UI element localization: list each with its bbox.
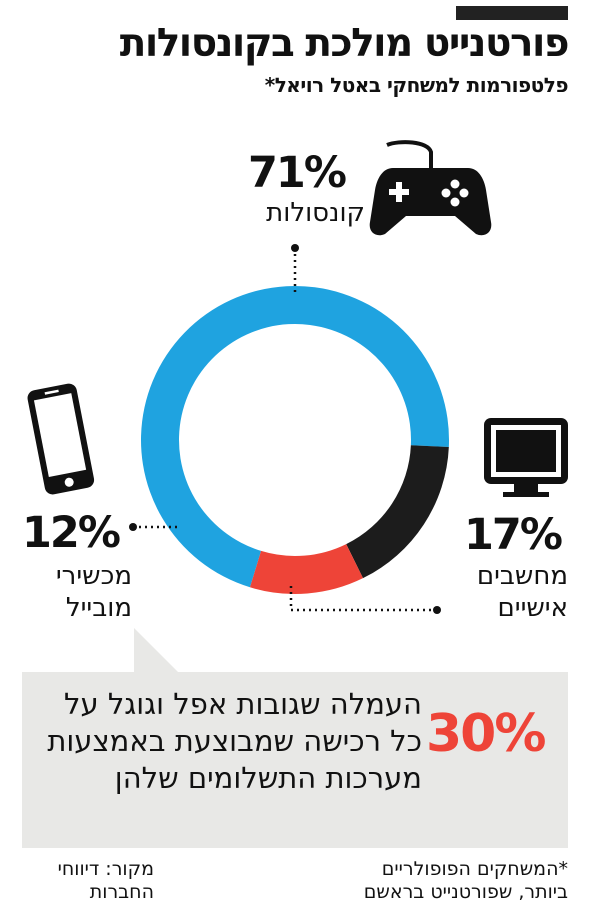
chart-title: פורטנייט מולכת בקונסולות — [119, 21, 570, 66]
mobile-label-line2: מובייל — [65, 593, 132, 623]
mobile-label-line1: מכשירי — [55, 561, 132, 591]
consoles-label: קונסולות — [266, 198, 365, 228]
callout-text: העמלה שגובות אפל וגוגל על כל רכישה שמבוצ… — [47, 687, 422, 795]
chart-subtitle: פלטפורמות למשחקי באטל רויאל* — [264, 73, 569, 97]
pc-percent: 17% — [464, 510, 563, 560]
monitor-icon — [484, 418, 568, 497]
connector-dot-consoles — [291, 244, 299, 252]
connector-dot-mobile — [129, 523, 137, 531]
footnote: *המשחקים הפופולריים ביותר, שפורטנייט ברא… — [364, 858, 568, 904]
source-line2: החברות — [89, 881, 154, 903]
callout-percent: 30% — [426, 704, 546, 764]
footnote-line2: ביותר, שפורטנייט בראשם — [363, 881, 568, 903]
source-note: מקור: דיווחי החברות — [58, 858, 154, 904]
pc-label-line2: אישיים — [497, 593, 569, 623]
mobile-percent: 12% — [22, 508, 121, 558]
connector-pc — [289, 586, 437, 612]
donut-slice-pc — [346, 445, 449, 579]
top-accent-bar — [456, 6, 568, 20]
footnote-line1: *המשחקים הפופולריים — [381, 858, 568, 880]
source-line1: מקור: דיווחי — [57, 858, 154, 880]
pc-label-line1: מחשבים — [476, 561, 568, 591]
gamepad-icon — [369, 140, 492, 236]
connector-dot-pc — [433, 606, 441, 614]
smartphone-icon — [27, 383, 95, 495]
donut-slice-mobile — [249, 544, 363, 595]
consoles-percent: 71% — [248, 148, 347, 198]
callout-box: 30% העמלה שגובות אפל וגוגל על כל רכישה ש… — [22, 672, 568, 848]
